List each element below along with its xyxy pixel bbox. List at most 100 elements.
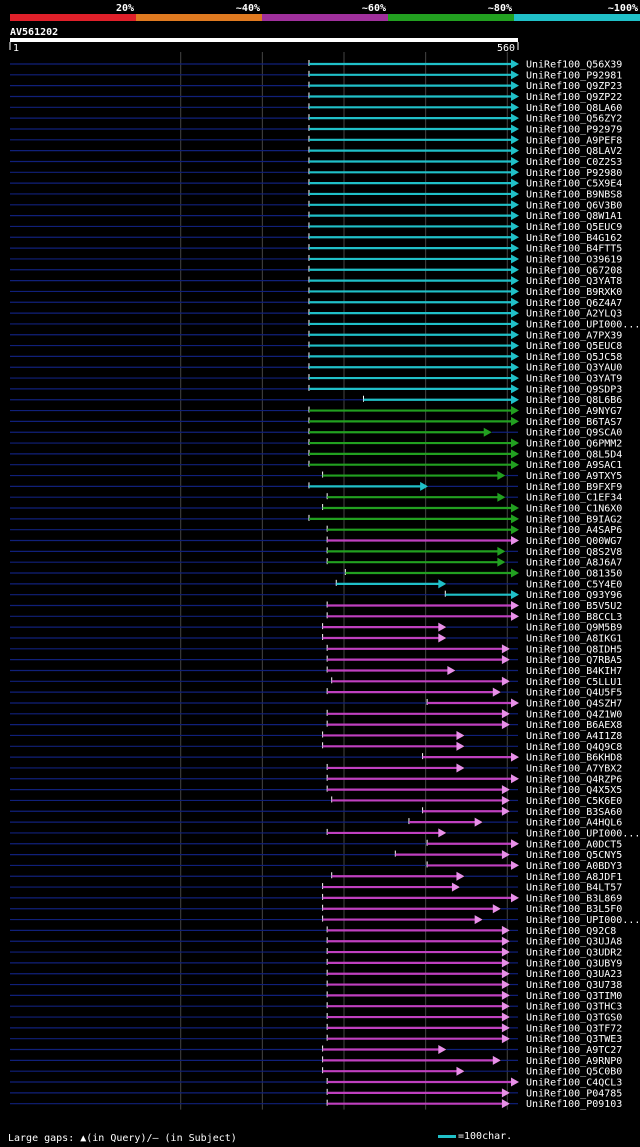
hit-arrow-icon (511, 221, 519, 231)
legend-segment (514, 14, 640, 21)
hit-arrow-icon (511, 189, 519, 199)
hit-arrow-icon (501, 1099, 510, 1109)
legend-segment (388, 14, 514, 21)
hit-label: UniRef100_B4LT57 (526, 883, 622, 894)
hit-label: UniRef100_C5LLU1 (526, 677, 622, 688)
hit-label: UniRef100_Q9ZP23 (526, 81, 622, 92)
hit-arrow-icon (497, 471, 506, 481)
hit-arrow-icon (511, 59, 519, 69)
hit-label: UniRef100_B4FTT5 (526, 244, 622, 255)
hit-label: UniRef100_B6KHD8 (526, 753, 622, 764)
hit-label: UniRef100_A4HQL6 (526, 818, 622, 829)
hit-arrow-icon (511, 330, 519, 340)
hit-label: UniRef100_A9TXY5 (526, 471, 622, 482)
hit-arrow-icon (511, 362, 519, 372)
hit-label: UniRef100_UPI000... (526, 915, 640, 926)
hit-label: UniRef100_B9IAG2 (526, 514, 622, 525)
hit-arrow-icon (456, 871, 465, 881)
hit-arrow-icon (497, 492, 506, 502)
hit-arrow-icon (501, 990, 510, 1000)
hit-arrow-icon (511, 460, 519, 470)
hit-label: UniRef100_O39619 (526, 254, 622, 265)
hit-label: UniRef100_Q3UDR2 (526, 948, 622, 959)
hit-arrow-icon (511, 124, 519, 134)
hit-arrow-icon (511, 590, 519, 600)
hit-label: UniRef100_O81350 (526, 569, 622, 580)
hit-arrow-icon (501, 1034, 510, 1044)
hit-label: UniRef100_Q4SZH7 (526, 698, 622, 709)
hit-label: UniRef100_Q3TWE3 (526, 1034, 622, 1045)
hit-label: UniRef100_B3SA60 (526, 807, 622, 818)
hit-label: UniRef100_A9RNP0 (526, 1056, 622, 1067)
hit-arrow-icon (511, 438, 519, 448)
hit-arrow-icon (438, 633, 447, 643)
hit-label: UniRef100_B5V5U2 (526, 601, 622, 612)
hit-label: UniRef100_Q56ZY2 (526, 114, 622, 125)
hit-arrow-icon (501, 709, 510, 719)
hit-label: UniRef100_Q3THC3 (526, 1002, 622, 1013)
hit-arrow-icon (501, 936, 510, 946)
hit-arrow-icon (511, 503, 519, 513)
hit-arrow-icon (497, 557, 506, 567)
hit-arrow-icon (511, 135, 519, 145)
hit-label: UniRef100_Q3UJA8 (526, 937, 622, 948)
hit-label: UniRef100_Q3U738 (526, 980, 622, 991)
hit-label: UniRef100_Q4X5X5 (526, 785, 622, 796)
hit-arrow-icon (511, 601, 519, 610)
hit-label: UniRef100_B9RXK0 (526, 287, 622, 298)
hit-arrow-icon (501, 644, 510, 654)
hit-label: UniRef100_P92981 (526, 70, 622, 81)
hit-arrow-icon (438, 622, 447, 632)
legend-segment (262, 14, 388, 21)
hit-label: UniRef100_Q6PMM2 (526, 439, 622, 450)
hit-label: UniRef100_Q9SDP3 (526, 384, 622, 395)
hit-arrow-icon (511, 351, 519, 361)
hit-arrow-icon (501, 785, 510, 795)
query-end-label: 560 (497, 43, 515, 54)
hit-arrow-icon (511, 752, 519, 762)
scale-label: =100char. (458, 1131, 513, 1142)
hit-label: UniRef100_A9NYG7 (526, 406, 622, 417)
hit-arrow-icon (511, 265, 519, 275)
hit-label: UniRef100_A8IKG1 (526, 633, 622, 644)
hit-label: UniRef100_Q7RBA5 (526, 655, 622, 666)
hit-label: UniRef100_Q3YAT8 (526, 276, 622, 287)
hit-label: UniRef100_A9TC27 (526, 1045, 622, 1056)
legend-segment (10, 14, 136, 21)
hit-arrow-icon (497, 546, 506, 556)
hit-arrow-icon (511, 81, 519, 91)
hit-label: UniRef100_C4QCL3 (526, 1078, 622, 1089)
hit-arrow-icon (501, 980, 510, 990)
hit-label: UniRef100_Q6Z4A7 (526, 298, 622, 309)
hit-label: UniRef100_Q5C0B0 (526, 1067, 622, 1078)
hit-arrow-icon (501, 969, 510, 979)
hit-arrow-icon (501, 925, 510, 935)
hit-arrow-icon (511, 341, 519, 351)
hit-arrow-icon (511, 860, 519, 870)
hit-label: UniRef100_Q3TGS0 (526, 1013, 622, 1024)
hit-arrow-icon (511, 286, 519, 296)
hit-label: UniRef100_B6AEX8 (526, 720, 622, 731)
large-gaps-legend: Large gaps: ▲(in Query)/– (in Subject) (8, 1133, 237, 1144)
hit-label: UniRef100_Q56X39 (526, 60, 622, 71)
hit-arrow-icon (492, 1055, 501, 1065)
hit-arrow-icon (501, 1001, 510, 1011)
hit-label: UniRef100_B6TAS7 (526, 417, 622, 428)
hit-label: UniRef100_B4G162 (526, 233, 622, 244)
hit-label: UniRef100_Q4Q9C8 (526, 742, 622, 753)
hit-arrow-icon (501, 1012, 510, 1022)
hit-arrow-icon (451, 882, 460, 892)
hit-arrow-icon (511, 1077, 519, 1087)
legend-segment (136, 14, 262, 21)
query-bar (10, 38, 518, 42)
hit-arrow-icon (511, 254, 519, 264)
scale-bar-icon (438, 1135, 456, 1138)
query-start-label: 1 (13, 43, 19, 54)
hit-label: UniRef100_Q8IDH5 (526, 644, 622, 655)
hit-arrow-icon (511, 514, 519, 524)
hit-arrow-icon (511, 893, 519, 903)
hit-arrow-icon (501, 795, 510, 805)
hit-arrow-icon (511, 774, 519, 784)
hit-arrow-icon (511, 297, 519, 307)
hit-arrow-icon (511, 113, 519, 123)
